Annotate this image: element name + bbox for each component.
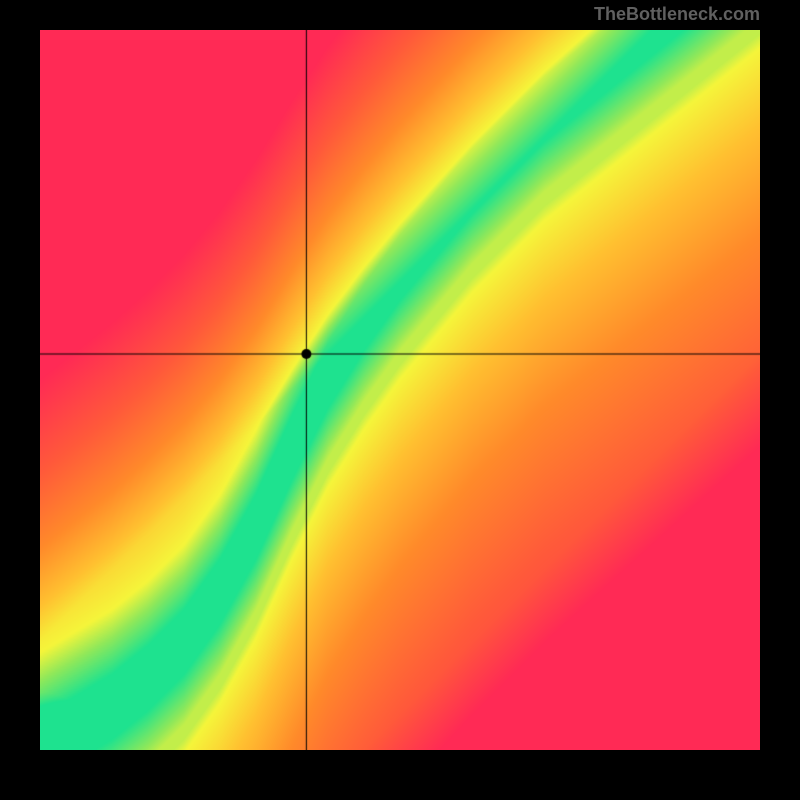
watermark-text: TheBottleneck.com xyxy=(594,4,760,25)
bottleneck-heatmap xyxy=(40,30,760,750)
heatmap-canvas xyxy=(40,30,760,750)
